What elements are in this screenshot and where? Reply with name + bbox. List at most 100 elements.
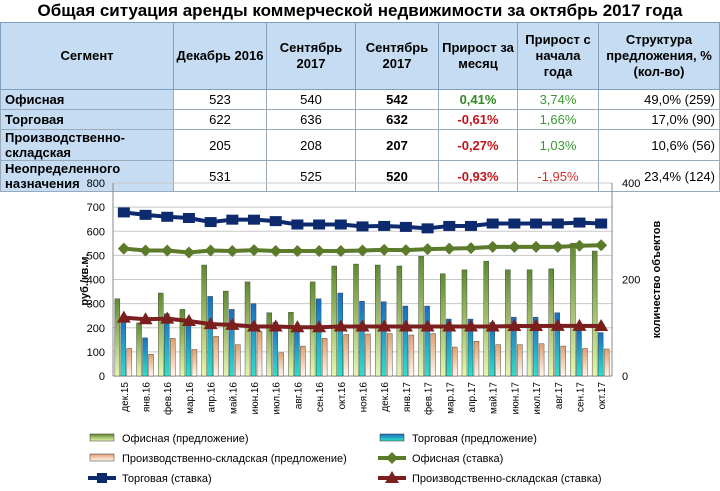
- table-cell: -0,61%: [438, 109, 518, 130]
- marker-square: [356, 221, 369, 232]
- bar-0: [179, 309, 186, 377]
- y2-axis-label: количество объектов: [651, 220, 663, 338]
- table-header: Сегмент Декабрь 2016 Сентябрь 2017 Сентя…: [0, 22, 720, 90]
- col-header: Сегмент: [0, 22, 174, 90]
- bar-2: [170, 338, 176, 377]
- marker-triangle: [507, 319, 522, 332]
- marker-square: [399, 221, 412, 232]
- table-cell: 17,0% (90): [598, 109, 720, 130]
- table-cell: 10,6% (56): [598, 129, 720, 161]
- y-tick-label: 0: [99, 371, 105, 383]
- marker-square: [486, 218, 499, 229]
- x-tick-label: авг.16: [293, 382, 304, 410]
- bar-0: [591, 250, 598, 377]
- y-tick-label: 600: [87, 226, 105, 238]
- bar-0: [136, 322, 142, 377]
- bar-2: [235, 344, 241, 377]
- bar-1: [380, 301, 387, 377]
- y-tick-label: 400: [87, 275, 105, 287]
- marker-square: [595, 218, 608, 229]
- marker-square: [226, 214, 239, 225]
- marker-triangle: [116, 310, 131, 323]
- x-tick-label: май.16: [228, 382, 239, 414]
- bar-0: [548, 268, 554, 377]
- table-cell: Неопределенного назначения: [0, 160, 174, 192]
- table-cell: -0,93%: [438, 160, 518, 192]
- bar-1: [597, 332, 604, 377]
- bar-1: [576, 329, 582, 377]
- marker-square: [313, 219, 326, 230]
- bar-0: [201, 264, 207, 377]
- x-tick-label: мар.16: [185, 382, 196, 414]
- bar-0: [570, 243, 576, 377]
- marker-diamond: [161, 244, 174, 257]
- bar-1: [446, 318, 452, 377]
- y2-tick-label: 400: [622, 178, 640, 190]
- table-cell: -0,27%: [438, 129, 518, 161]
- col-header: Декабрь 2016: [173, 22, 267, 90]
- marker-triangle: [398, 319, 413, 332]
- table-cell: 3,74%: [517, 89, 599, 110]
- marker-triangle: [463, 319, 478, 332]
- marker-triangle: [529, 319, 544, 332]
- marker-triangle: [312, 320, 327, 333]
- bar-1: [120, 317, 127, 377]
- table-cell: 49,0% (259): [598, 89, 720, 110]
- table-row: Производственно-складская 205 208 207 -0,27%…: [0, 129, 720, 161]
- marker-triangle: [420, 319, 435, 332]
- table-cell: 23,4% (124): [598, 160, 720, 192]
- marker-square: [378, 220, 391, 231]
- bar-1: [142, 337, 148, 377]
- bar-2: [386, 333, 393, 377]
- y-tick-label: 100: [87, 347, 105, 359]
- x-tick-label: апр.16: [207, 382, 218, 413]
- marker-triangle: [442, 319, 457, 332]
- bar-1: [511, 316, 517, 377]
- marker-diamond: [421, 243, 434, 256]
- bar-1: [467, 318, 474, 377]
- bar-1: [337, 292, 344, 377]
- bar-0: [418, 256, 424, 377]
- bar-2: [365, 333, 371, 377]
- legend-swatch: [89, 453, 115, 462]
- col-header: Прирост с начала года: [517, 22, 599, 90]
- marker-triangle: [138, 312, 153, 325]
- bar-1: [424, 305, 430, 377]
- bar-2: [278, 352, 284, 377]
- x-tick-label: дек.16: [380, 382, 391, 412]
- legend-label: Офисная (ставка): [412, 453, 503, 465]
- col-header: Сентябрь 2017: [266, 22, 356, 90]
- bar-2: [256, 331, 263, 377]
- marker-diamond: [226, 245, 239, 258]
- bar-2: [430, 333, 436, 377]
- y2-tick-label: 0: [622, 371, 628, 383]
- x-tick-label: янв.16: [142, 382, 153, 413]
- y-tick-label: 500: [87, 250, 105, 262]
- col-header: Сентябрь 2017: [355, 22, 439, 90]
- x-tick-label: дек.15: [120, 382, 131, 412]
- bar-2: [126, 348, 133, 377]
- bar-2: [452, 346, 458, 377]
- marker-diamond: [204, 244, 217, 257]
- col-header: Прирост за месяц: [438, 22, 518, 90]
- marker-square: [139, 209, 152, 220]
- y-axis-label: руб./кв.м.: [79, 253, 91, 305]
- bar-0: [158, 292, 164, 377]
- bar-1: [185, 321, 192, 377]
- legend-swatch: [379, 433, 405, 442]
- bar-2: [321, 338, 328, 377]
- marker-triangle: [203, 317, 218, 330]
- marker-diamond: [356, 244, 369, 257]
- marker-square: [248, 214, 261, 225]
- table-cell: 1,66%: [517, 109, 599, 130]
- table-cell: 205: [173, 129, 267, 161]
- bar-2: [191, 349, 198, 377]
- marker-diamond: [378, 243, 391, 256]
- marker-square: [269, 216, 282, 227]
- x-tick-label: ноя.16: [359, 382, 370, 413]
- marker-diamond: [508, 240, 521, 253]
- legend-marker: [97, 473, 107, 483]
- marker-triangle: [572, 318, 587, 331]
- bar-0: [353, 263, 359, 377]
- marker-triangle: [550, 318, 565, 331]
